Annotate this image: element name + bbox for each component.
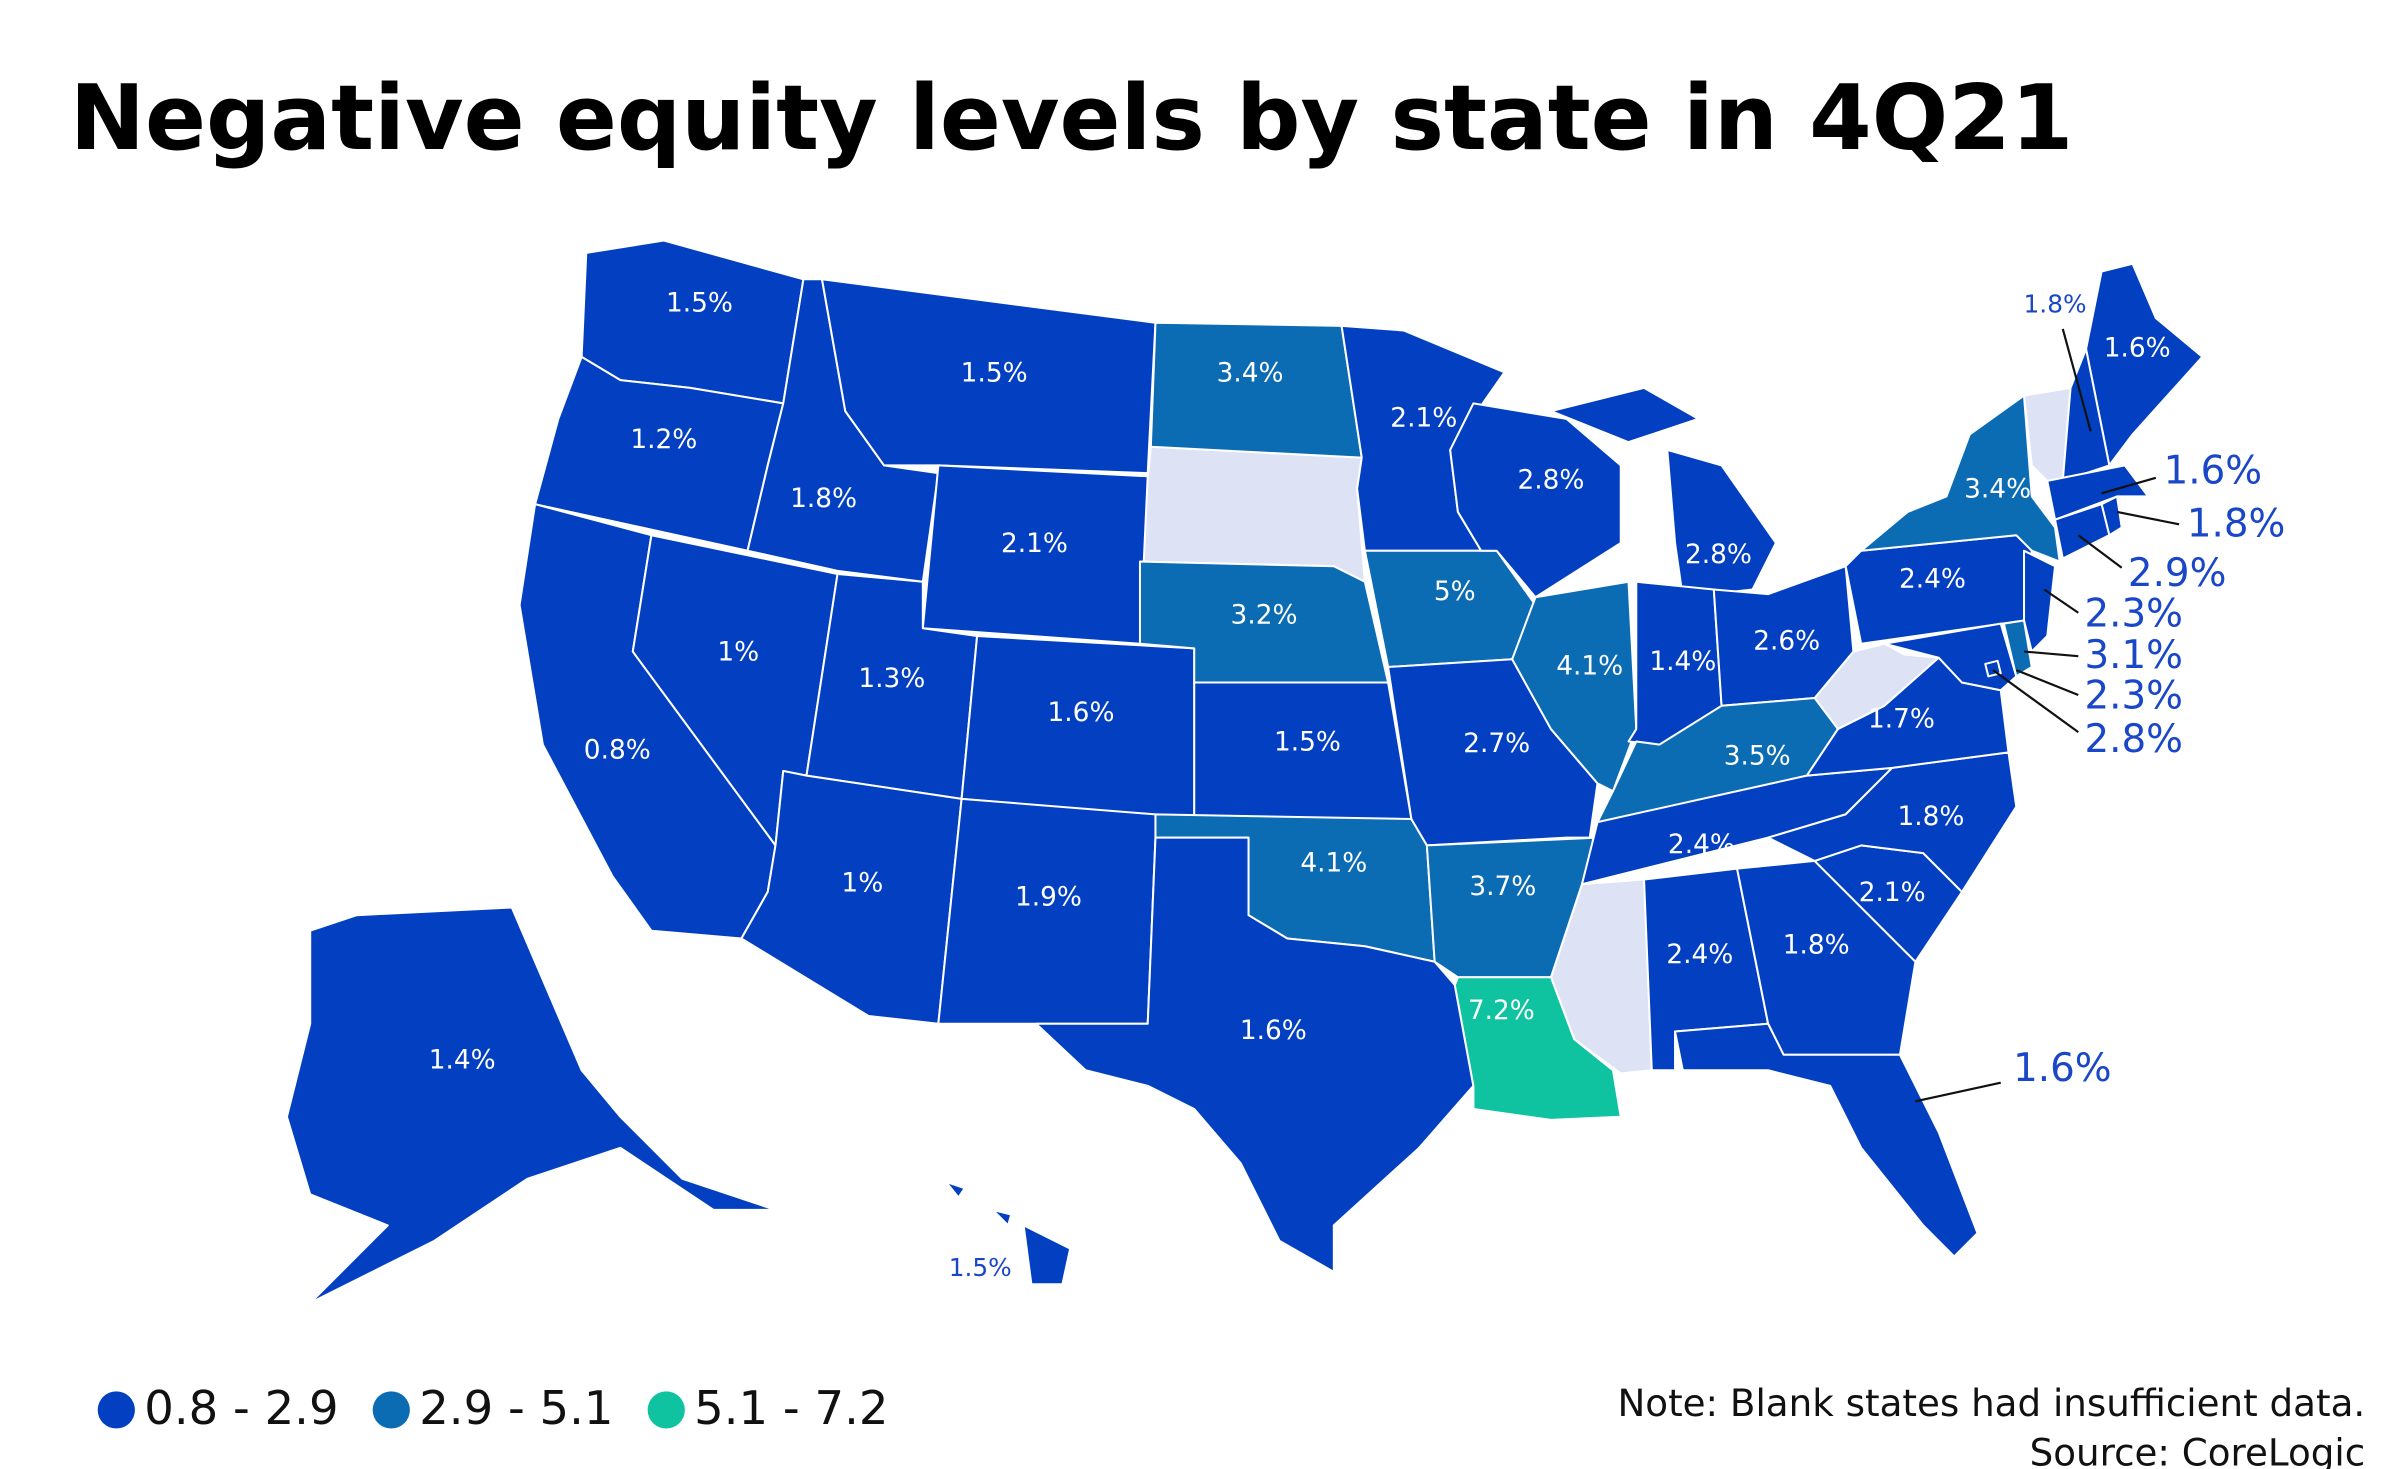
leader-line (2101, 476, 2157, 495)
state-label: 1% (841, 869, 883, 899)
state-label: 1.5% (1274, 728, 1341, 758)
state-label: 1.4% (1649, 647, 1716, 677)
state (1674, 1022, 1979, 1258)
state (1363, 549, 1537, 669)
state (945, 1180, 1072, 1286)
legend-label: 0.8 - 2.9 (144, 1381, 338, 1435)
state (2046, 464, 2150, 521)
state-label: 3.5% (1724, 741, 1791, 771)
state-label: 2.4% (1668, 830, 1735, 860)
map-title: Negative equity levels by state in 4Q21 (70, 67, 2074, 171)
state-label: 3.2% (1231, 600, 1298, 630)
state-label: 1.3% (858, 664, 925, 694)
state-label: 2.1% (1859, 878, 1926, 908)
state-label: 1.4% (429, 1045, 496, 1075)
state-label: 1.8% (1783, 931, 1850, 961)
state-label: 4.1% (1556, 652, 1623, 682)
state (1767, 751, 2018, 893)
state-label: 1.8% (2187, 501, 2286, 546)
legend-swatch (97, 1391, 135, 1429)
state-label: 1.9% (1015, 883, 1082, 913)
leader-line (2077, 534, 2123, 569)
leader-line (1915, 1081, 2001, 1103)
state-label: 2.3% (2085, 674, 2184, 719)
leader-line (2116, 510, 2180, 526)
state-label: 3.7% (1469, 872, 1536, 902)
state-label: 2.4% (1666, 940, 1733, 970)
state-label: 1.6% (2013, 1046, 2112, 1091)
state-label: 1.6% (1240, 1016, 1307, 1046)
note: Note: Blank states had insufficient data… (1617, 1381, 2365, 1425)
leader-line (1992, 669, 2079, 734)
leader-line (2043, 588, 2079, 614)
legend-swatch (372, 1391, 410, 1429)
state-label: 1.6% (1048, 698, 1115, 728)
state-label: 1.2% (630, 425, 697, 455)
state-label: 5% (1434, 577, 1476, 607)
state-label: 1.8% (790, 484, 857, 514)
state-label: 1.6% (2104, 334, 2171, 364)
state-label: 1% (717, 638, 759, 668)
state-label: 2.9% (2128, 551, 2227, 596)
state (2023, 549, 2057, 653)
state-label: 4.1% (1300, 849, 1367, 879)
state-label: 1.8% (1897, 802, 1964, 832)
state-label: 2.4% (1899, 565, 1966, 595)
state-label: 1.5% (949, 1253, 1012, 1282)
state-label: 3.1% (2085, 633, 2184, 678)
state-label: 1.5% (961, 358, 1028, 388)
state-label: 7.2% (1468, 996, 1535, 1026)
leader-line (2015, 669, 2079, 696)
state-label: 2.7% (1463, 729, 1530, 759)
state (1549, 386, 1777, 599)
state-label: 3.4% (1217, 358, 1284, 388)
state-label: 0.8% (584, 735, 651, 765)
leader-line (2061, 328, 2092, 432)
state-label: 2.3% (2085, 591, 2184, 636)
state-label: 2.8% (1685, 540, 1752, 570)
state-label: 2.6% (1753, 627, 1820, 657)
state-label: 2.1% (1390, 403, 1457, 433)
state (1883, 622, 2018, 692)
state (1511, 580, 1638, 793)
state (2085, 262, 2204, 467)
state-label: 2.1% (1001, 529, 1068, 559)
state-label: 1.5% (666, 289, 733, 319)
state-label: 1.7% (1868, 704, 1935, 734)
legend-label: 2.9 - 5.1 (419, 1381, 613, 1435)
state (285, 906, 777, 1304)
state (2054, 503, 2111, 560)
leader-line (2023, 650, 2079, 658)
state-label: 2.8% (1517, 465, 1584, 495)
source: Source: CoreLogic (2030, 1430, 2366, 1469)
state-label: 1.8% (2024, 290, 2087, 319)
state (1149, 321, 1363, 459)
state-label: 3.4% (1964, 475, 2031, 505)
state-label: 1.6% (2164, 449, 2263, 494)
legend-swatch (647, 1391, 685, 1429)
state (1860, 394, 2061, 563)
state (1449, 402, 1622, 599)
state (1453, 976, 1622, 1121)
legend-label: 5.1 - 7.2 (694, 1381, 888, 1435)
state (1035, 836, 1475, 1273)
state-label: 2.8% (2085, 717, 2184, 762)
